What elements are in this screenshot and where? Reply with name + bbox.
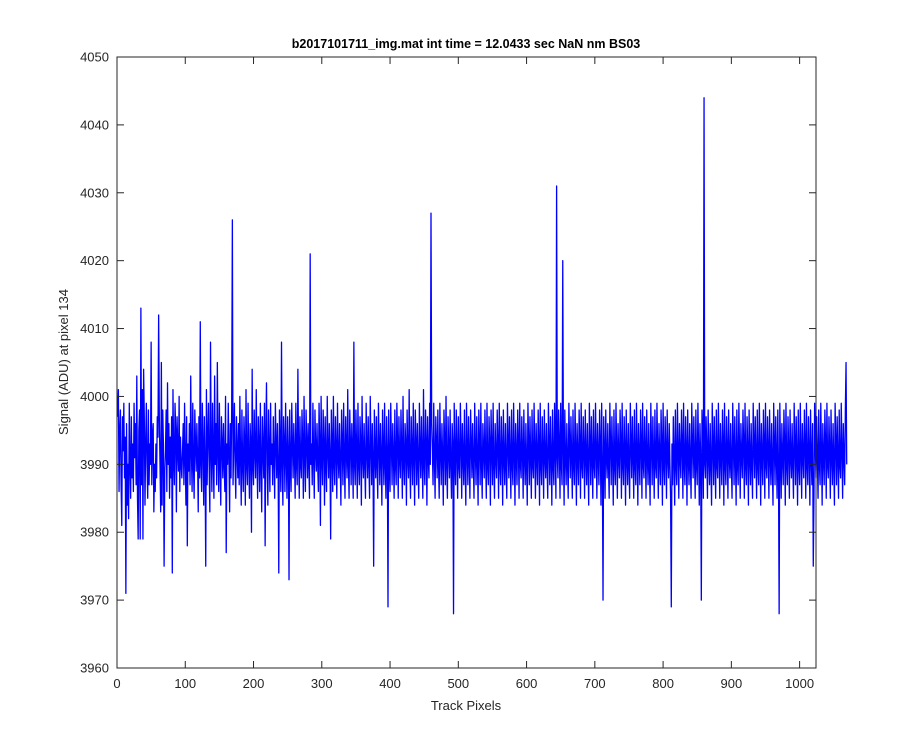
y-tick-label: 4050 (80, 50, 109, 65)
x-tick-label: 400 (379, 676, 401, 691)
y-tick-label: 4020 (80, 253, 109, 268)
x-tick-label: 300 (311, 676, 333, 691)
chart-title: b2017101711_img.mat int time = 12.0433 s… (292, 37, 641, 51)
y-tick-label: 3990 (80, 457, 109, 472)
x-axis-ticks: 0 100 200 300 400 500 600 700 800 900 1000 (113, 57, 814, 691)
x-axis-label: Track Pixels (431, 698, 502, 713)
x-tick-label: 800 (652, 676, 674, 691)
plot-area (117, 57, 816, 668)
y-axis-label: Signal (ADU) at pixel 134 (56, 289, 71, 435)
y-tick-label: 3960 (80, 661, 109, 676)
y-tick-label: 4010 (80, 321, 109, 336)
series-layer (117, 97, 848, 615)
x-tick-label: 1000 (785, 676, 814, 691)
x-tick-label: 100 (174, 676, 196, 691)
y-axis-ticks: 3960 3970 3980 3990 4000 4010 4020 4030 4040 4050 (80, 50, 816, 676)
y-tick-label: 4040 (80, 117, 109, 132)
x-tick-label: 500 (447, 676, 469, 691)
series-line (117, 97, 848, 615)
x-tick-label: 200 (243, 676, 265, 691)
y-tick-label: 4000 (80, 389, 109, 404)
x-tick-label: 600 (516, 676, 538, 691)
x-tick-label: 0 (113, 676, 120, 691)
y-tick-label: 3980 (80, 525, 109, 540)
axes-box (116, 56, 817, 669)
y-tick-label: 4030 (80, 185, 109, 200)
x-tick-label: 700 (584, 676, 606, 691)
x-tick-label: 900 (721, 676, 743, 691)
y-tick-label: 3970 (80, 593, 109, 608)
